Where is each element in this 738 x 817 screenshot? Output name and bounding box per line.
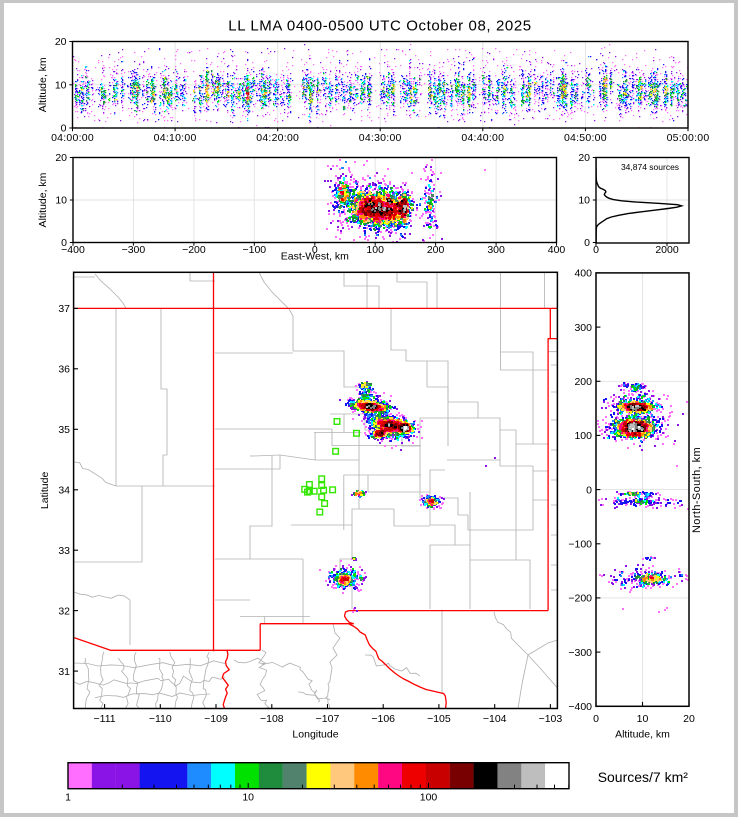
svg-text:−110: −110 bbox=[149, 713, 172, 725]
svg-text:Latitude: Latitude bbox=[39, 472, 51, 510]
svg-text:LL LMA 0400-0500 UTC October 0: LL LMA 0400-0500 UTC October 08, 2025 bbox=[228, 18, 532, 35]
svg-text:−106: −106 bbox=[371, 713, 395, 725]
svg-text:−104: −104 bbox=[483, 713, 507, 725]
svg-text:20: 20 bbox=[55, 36, 67, 48]
svg-text:Altitude, km: Altitude, km bbox=[615, 729, 670, 741]
svg-text:North-South, km: North-South, km bbox=[691, 447, 703, 533]
svg-text:0: 0 bbox=[586, 484, 592, 496]
svg-text:10: 10 bbox=[55, 80, 67, 92]
svg-text:Sources/7 km²: Sources/7 km² bbox=[598, 769, 689, 785]
svg-text:20: 20 bbox=[55, 152, 67, 164]
svg-text:400: 400 bbox=[574, 268, 592, 280]
svg-text:100: 100 bbox=[574, 430, 592, 442]
svg-text:20: 20 bbox=[683, 713, 695, 725]
svg-text:−100: −100 bbox=[568, 539, 592, 551]
svg-text:20: 20 bbox=[578, 152, 590, 164]
svg-text:35: 35 bbox=[58, 424, 70, 436]
svg-text:−111: −111 bbox=[94, 713, 116, 725]
svg-text:−300: −300 bbox=[122, 244, 146, 256]
svg-text:East-West, km: East-West, km bbox=[281, 251, 349, 263]
svg-text:04:40:00: 04:40:00 bbox=[461, 132, 504, 144]
svg-text:100: 100 bbox=[420, 792, 438, 804]
svg-text:04:00:00: 04:00:00 bbox=[51, 132, 94, 144]
svg-text:33: 33 bbox=[58, 545, 70, 557]
svg-text:−105: −105 bbox=[427, 713, 451, 725]
svg-text:200: 200 bbox=[574, 376, 592, 388]
svg-text:Altitude, km: Altitude, km bbox=[37, 57, 49, 112]
svg-text:0: 0 bbox=[593, 713, 599, 725]
svg-text:0: 0 bbox=[584, 237, 590, 249]
svg-text:36: 36 bbox=[58, 364, 70, 376]
svg-text:−200: −200 bbox=[182, 244, 206, 256]
svg-text:0: 0 bbox=[61, 237, 67, 249]
svg-text:0: 0 bbox=[312, 244, 318, 256]
svg-text:37: 37 bbox=[58, 303, 70, 315]
svg-text:−400: −400 bbox=[568, 701, 592, 713]
svg-text:100: 100 bbox=[366, 244, 384, 256]
svg-text:300: 300 bbox=[487, 244, 505, 256]
svg-text:200: 200 bbox=[427, 244, 445, 256]
svg-text:04:10:00: 04:10:00 bbox=[154, 132, 197, 144]
svg-text:10: 10 bbox=[55, 195, 67, 207]
svg-text:−400: −400 bbox=[61, 244, 85, 256]
svg-text:−109: −109 bbox=[204, 713, 228, 725]
svg-text:1: 1 bbox=[65, 792, 71, 804]
svg-text:0: 0 bbox=[61, 123, 67, 135]
svg-text:−300: −300 bbox=[568, 647, 592, 659]
svg-text:10: 10 bbox=[242, 792, 254, 804]
svg-text:04:50:00: 04:50:00 bbox=[564, 132, 607, 144]
svg-text:−200: −200 bbox=[568, 593, 592, 605]
svg-text:Longitude: Longitude bbox=[292, 729, 338, 741]
svg-text:31: 31 bbox=[58, 666, 70, 678]
svg-text:32: 32 bbox=[58, 605, 70, 617]
svg-text:34: 34 bbox=[58, 484, 70, 496]
svg-text:−100: −100 bbox=[242, 244, 266, 256]
svg-text:−107: −107 bbox=[316, 713, 340, 725]
svg-text:04:30:00: 04:30:00 bbox=[359, 132, 402, 144]
svg-text:10: 10 bbox=[637, 713, 649, 725]
svg-text:−103: −103 bbox=[539, 713, 563, 725]
svg-text:05:00:00: 05:00:00 bbox=[667, 132, 710, 144]
svg-text:04:20:00: 04:20:00 bbox=[256, 132, 299, 144]
svg-text:10: 10 bbox=[578, 195, 590, 207]
svg-text:0: 0 bbox=[593, 244, 599, 256]
svg-text:34,874 sources: 34,874 sources bbox=[621, 162, 679, 172]
svg-text:2000: 2000 bbox=[655, 244, 679, 256]
svg-text:400: 400 bbox=[548, 244, 566, 256]
svg-text:Altitude, km: Altitude, km bbox=[37, 172, 49, 227]
svg-text:300: 300 bbox=[574, 322, 592, 334]
svg-text:−108: −108 bbox=[260, 713, 284, 725]
